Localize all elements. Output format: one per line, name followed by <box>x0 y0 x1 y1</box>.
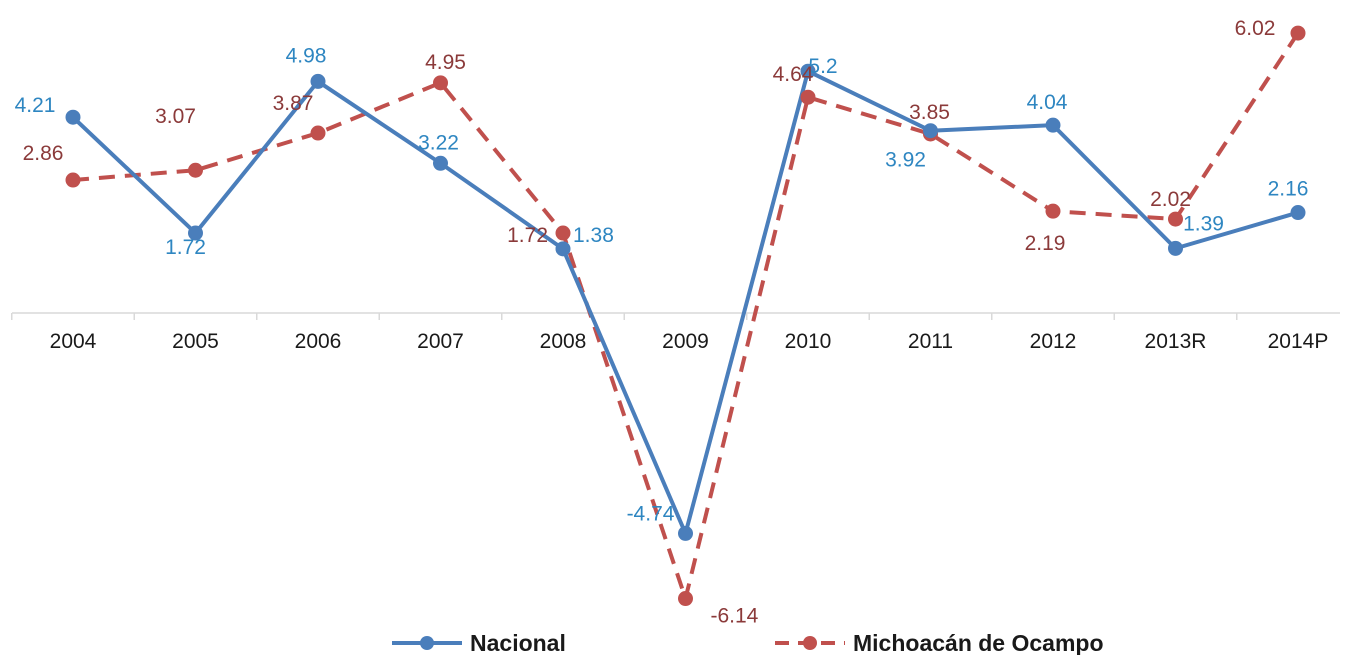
x-tick-label: 2014P <box>1268 330 1329 353</box>
data-label-michoacan: 6.02 <box>1235 17 1276 40</box>
point-michoacan <box>800 89 816 105</box>
point-michoacan <box>65 172 81 188</box>
data-label-nacional: 5.2 <box>808 55 837 78</box>
x-tick-label: 2004 <box>50 330 97 353</box>
point-nacional <box>923 123 938 139</box>
data-label-nacional: 1.39 <box>1183 212 1224 235</box>
point-michoacan <box>188 162 203 178</box>
data-label-michoacan: 1.72 <box>507 224 548 247</box>
point-michoacan <box>1168 211 1183 227</box>
point-nacional <box>1168 240 1183 256</box>
data-label-nacional: 3.22 <box>418 131 459 154</box>
x-tick-label: 2007 <box>417 330 464 353</box>
series-markers <box>65 25 1306 607</box>
data-label-michoacan: -6.14 <box>711 605 759 628</box>
point-nacional <box>310 73 326 89</box>
series-line-nacional <box>71 69 1299 536</box>
point-nacional <box>678 525 693 541</box>
data-label-michoacan: 4.64 <box>773 63 814 86</box>
x-tick-label: 2011 <box>908 330 953 353</box>
point-nacional <box>800 63 816 79</box>
data-label-nacional: 4.21 <box>15 94 56 117</box>
legend-label-nacional: Nacional <box>470 630 566 655</box>
legend: Nacional Michoacán de Ocampo <box>392 630 1104 655</box>
point-michoacan <box>555 225 571 241</box>
point-michoacan <box>1045 203 1061 219</box>
data-label-nacional: 1.72 <box>165 236 206 259</box>
x-axis-ticks <box>11 313 1238 320</box>
x-tick-label: 2006 <box>295 330 342 353</box>
x-tick-label: 2010 <box>785 330 832 353</box>
data-label-michoacan: 2.02 <box>1150 188 1191 211</box>
legend-marker-michoacan <box>803 636 817 650</box>
data-label-michoacan: 2.19 <box>1025 232 1066 255</box>
data-label-nacional: 3.92 <box>885 149 926 172</box>
data-label-nacional: -4.74 <box>627 502 675 525</box>
data-label-michoacan: 3.07 <box>155 105 196 128</box>
x-tick-label: 2005 <box>172 330 219 353</box>
legend-marker-nacional <box>420 636 434 650</box>
x-axis-tick-labels: 2004 2005 2006 2007 2008 2009 2010 2011 2012 2013… <box>50 330 1329 353</box>
point-michoacan <box>1290 25 1306 41</box>
point-michoacan <box>310 125 326 141</box>
point-nacional <box>433 155 448 171</box>
data-label-nacional: 4.98 <box>286 44 327 67</box>
point-nacional <box>1045 117 1061 133</box>
point-nacional <box>65 109 81 125</box>
data-label-michoacan: 3.87 <box>273 92 314 115</box>
point-michoacan <box>678 591 693 607</box>
data-label-nacional: 1.38 <box>573 224 614 247</box>
x-tick-label: 2012 <box>1030 330 1077 353</box>
data-label-michoacan: 2.86 <box>23 142 64 165</box>
data-label-michoacan: 4.95 <box>425 51 466 74</box>
point-nacional <box>1290 205 1306 221</box>
data-labels: 4.21 1.72 4.98 3.22 1.38 -4.74 5.2 3.92 4.04 1.39… <box>15 17 1309 627</box>
legend-label-michoacan: Michoacán de Ocampo <box>853 630 1104 655</box>
x-tick-label: 2008 <box>540 330 587 353</box>
data-label-nacional: 2.16 <box>1268 178 1309 201</box>
x-tick-label: 2009 <box>662 330 709 353</box>
data-label-michoacan: 3.85 <box>909 101 950 124</box>
point-nacional <box>555 241 571 257</box>
data-label-nacional: 4.04 <box>1027 91 1068 114</box>
x-tick-label: 2013R <box>1145 330 1207 353</box>
point-nacional <box>188 225 203 241</box>
point-michoacan <box>433 75 448 91</box>
